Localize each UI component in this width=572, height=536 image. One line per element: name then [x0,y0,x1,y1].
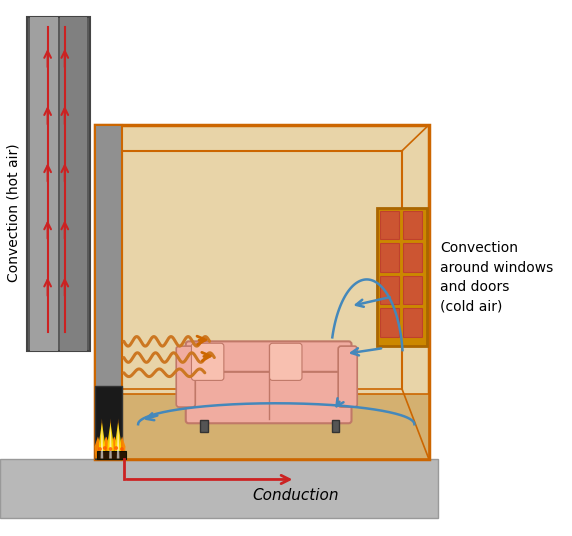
Polygon shape [115,422,121,458]
Polygon shape [109,425,112,458]
Bar [380,308,399,337]
Polygon shape [107,422,114,458]
Text: Convection
around windows
and doors
(cold air): Convection around windows and doors (col… [440,241,553,314]
Bar [97,451,126,458]
Bar [332,420,339,432]
Bar [96,125,122,458]
Bar [380,276,399,304]
Bar [30,18,58,351]
Bar [96,386,122,458]
Text: Convection: Convection [243,398,329,425]
Text: Convection (hot air): Convection (hot air) [6,144,21,282]
Bar [403,308,422,337]
Circle shape [98,447,102,451]
Text: Radiation: Radiation [150,325,223,340]
Bar [380,211,399,240]
FancyBboxPatch shape [186,372,352,423]
Bar [96,125,428,458]
Polygon shape [103,419,118,458]
FancyBboxPatch shape [192,343,224,381]
Circle shape [103,446,107,450]
Bar [200,420,208,432]
Bar [380,243,399,272]
Polygon shape [101,425,104,458]
Bar [403,243,422,272]
Circle shape [114,446,118,450]
Circle shape [109,447,113,451]
Polygon shape [98,422,105,458]
Bar [27,18,90,351]
Bar [377,208,427,346]
FancyBboxPatch shape [176,346,195,407]
Polygon shape [111,419,125,458]
Bar [403,276,422,304]
Bar [403,211,422,240]
Polygon shape [117,425,120,458]
FancyBboxPatch shape [186,341,352,383]
Bar [96,394,428,458]
FancyBboxPatch shape [269,343,302,381]
FancyBboxPatch shape [338,346,358,407]
Polygon shape [94,419,109,458]
Bar [59,18,87,351]
Bar [0,458,438,518]
Circle shape [120,447,124,451]
Text: Conduction: Conduction [252,488,339,503]
